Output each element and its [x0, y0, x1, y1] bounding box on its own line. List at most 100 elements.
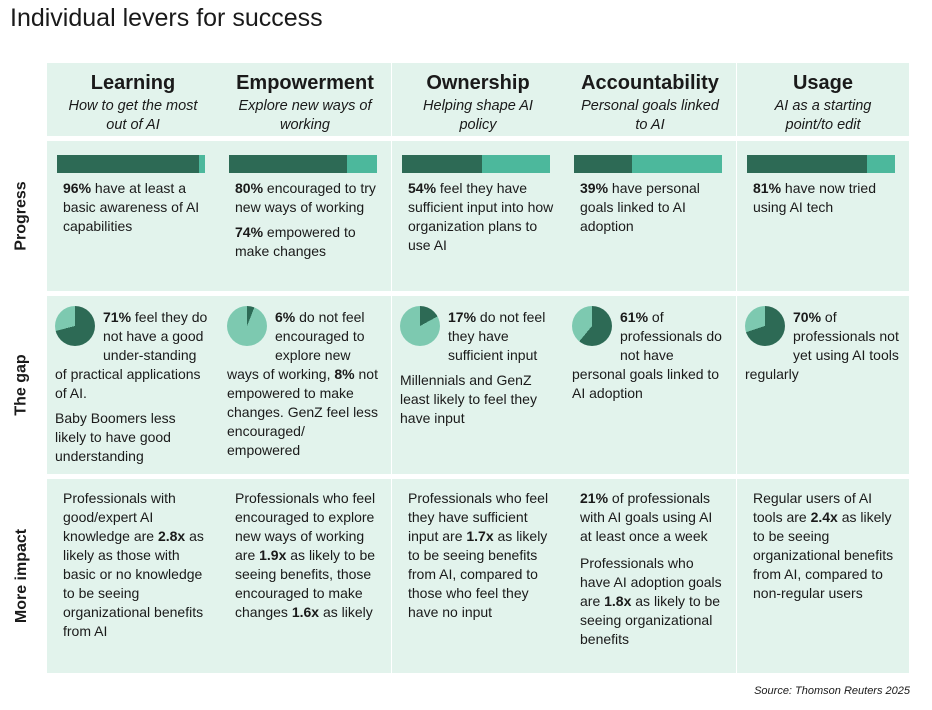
gap-stat: 6% — [275, 309, 296, 325]
impact-stat: 1.9x — [259, 547, 287, 563]
impact-text: 21% of professionals with AI goals using… — [580, 489, 726, 546]
progress-stat: 74% — [235, 224, 264, 240]
row-label-impact: More impact — [13, 528, 30, 624]
progress-desc: empowered to make changes — [235, 224, 356, 259]
column-title: Accountability — [581, 72, 719, 94]
impact-text: Professionals who have AI adoption goals… — [580, 554, 726, 649]
gap-cell: 61% of professionals do not have persona… — [564, 296, 736, 474]
impact-cell: Professionals who feel encouraged to exp… — [219, 479, 391, 673]
gap-text: 6% do not feel encouraged to explore new… — [227, 308, 381, 460]
progress-bar — [574, 155, 722, 173]
source-note: Source: Thomson Reuters 2025 — [754, 685, 910, 697]
gap-desc: do not feel encouraged to explore new wa… — [227, 309, 365, 382]
gap-cell: 6% do not feel encouraged to explore new… — [219, 296, 391, 474]
impact-cell: Professionals who feel they have suffici… — [392, 479, 564, 673]
progress-cell: 54% feel they have sufficient input into… — [392, 141, 564, 291]
impact-text: Professionals with good/expert AI knowle… — [63, 489, 209, 641]
impact-stat: 2.4x — [810, 509, 838, 525]
gap-pie-chart — [572, 306, 612, 346]
impact-desc: Professionals who feel they have suffici… — [408, 490, 549, 544]
gap-text: 61% of professionals do not have persona… — [572, 308, 726, 403]
page-title: Individual levers for success — [10, 4, 323, 32]
impact-desc-2: of professionals with AI goals using AI … — [580, 490, 713, 544]
progress-cell: 96% have at least a basic awareness of A… — [47, 141, 219, 291]
gap-desc: of professionals not yet using AI tools … — [745, 309, 899, 382]
gap-stat: 70% — [793, 309, 822, 325]
progress-desc: feel they have sufficient input into how… — [408, 180, 554, 253]
impact-stat: 21% — [580, 490, 609, 506]
progress-bar-fill — [574, 155, 632, 173]
column-subtitle: Helping shape AI policy — [423, 98, 533, 133]
gap-stat-2: 8% — [334, 366, 355, 382]
row-label-progress: Progress — [13, 181, 30, 251]
progress-stat: 54% — [408, 180, 437, 196]
column-title: Empowerment — [236, 72, 374, 94]
impact-stat: 1.8x — [604, 593, 632, 609]
gap-desc: do not feel they have sufficient input — [448, 309, 546, 363]
progress-bar — [57, 155, 205, 173]
column-header-usage: Usage AI as a starting point/to edit — [737, 63, 909, 136]
progress-bar — [229, 155, 377, 173]
column-header-accountability: Accountability Personal goals linked to A… — [564, 63, 736, 136]
gap-desc-2: not empowered to make changes. GenZ feel… — [227, 366, 378, 458]
impact-desc-2: as likely as those with basic or no know… — [63, 528, 204, 639]
gap-cell: 71% feel they do not have a good under-s… — [47, 296, 219, 474]
gap-text: 17% do not feel they have sufficient inp… — [400, 308, 554, 365]
gap-pie-chart — [400, 306, 440, 346]
gap-desc: feel they do not have a good under-stand… — [55, 309, 208, 401]
impact-desc-2: as likely to be seeing benefits, those e… — [235, 547, 376, 620]
impact-stat: 2.8x — [157, 528, 186, 544]
column-title: Usage — [792, 72, 854, 94]
progress-stat: 80% — [235, 180, 264, 196]
gap-stat: 17% — [448, 309, 477, 325]
impact-text: Regular users of AI tools are 2.4x as li… — [753, 489, 899, 603]
impact-desc: Regular users of AI tools are — [753, 490, 873, 525]
impact-desc: Professionals who feel encouraged to exp… — [235, 490, 376, 563]
impact-text: Professionals who feel they have suffici… — [408, 489, 554, 622]
impact-desc: Professionals with good/expert AI knowle… — [63, 490, 176, 544]
gap-desc: of professionals do not have personal go… — [572, 309, 722, 401]
progress-bar-fill — [57, 155, 200, 173]
impact-cell: Professionals with good/expert AI knowle… — [47, 479, 219, 673]
progress-bar-fill — [747, 155, 867, 173]
gap-cell: 17% do not feel they have sufficient inp… — [392, 296, 564, 474]
impact-desc-2: as likely to be seeing organizational be… — [580, 593, 721, 647]
row-label-gap: The gap — [13, 354, 30, 416]
progress-bar — [747, 155, 895, 173]
impact-text: Professionals who feel encouraged to exp… — [235, 489, 381, 622]
impact-cell: 21% of professionals with AI goals using… — [564, 479, 736, 673]
progress-desc: have now tried using AI tech — [753, 180, 876, 215]
column-header-empowerment: Empowerment Explore new ways of working — [219, 63, 391, 136]
column-header-learning: Learning How to get the most out of AI — [47, 63, 219, 136]
column-title: Ownership — [426, 72, 530, 94]
impact-stat-2: 1.6x — [291, 604, 320, 620]
progress-text: 74% empowered to make changes — [235, 223, 381, 261]
progress-stat: 81% — [753, 180, 782, 196]
column-subtitle: AI as a starting point/to edit — [774, 98, 872, 133]
progress-desc: have at least a basic awareness of AI ca… — [63, 180, 200, 234]
impact-desc-3: as likely — [319, 604, 373, 620]
gap-extra-text: Millennials and GenZ least likely to fee… — [400, 372, 537, 426]
column-subtitle: Explore new ways of working — [238, 98, 372, 133]
progress-desc: encouraged to try new ways of working — [235, 180, 376, 215]
progress-text: 80% encouraged to try new ways of workin… — [235, 179, 381, 217]
progress-text: 96% have at least a basic awareness of A… — [63, 179, 209, 236]
impact-desc: Professionals who have AI adoption goals… — [580, 555, 722, 609]
gap-pie-chart — [55, 306, 95, 346]
gap-cell: 70% of professionals not yet using AI to… — [737, 296, 909, 474]
progress-text: 81% have now tried using AI tech — [753, 179, 899, 217]
column-subtitle: How to get the most out of AI — [68, 98, 198, 133]
progress-stat: 39% — [580, 180, 609, 196]
column-subtitle: Personal goals linked to AI — [581, 98, 719, 133]
impact-stat: 1.7x — [466, 528, 494, 544]
impact-cell: Regular users of AI tools are 2.4x as li… — [737, 479, 909, 673]
gap-extra-text: Baby Boomers less likely to have good un… — [55, 410, 176, 464]
progress-cell: 39% have personal goals linked to AI ado… — [564, 141, 736, 291]
gap-text: 71% feel they do not have a good under-s… — [55, 308, 209, 403]
impact-desc-2: as likely to be seeing organizational be… — [753, 509, 894, 601]
impact-desc-2: as likely to be seeing benefits from AI,… — [408, 528, 548, 620]
progress-bar — [402, 155, 550, 173]
progress-bar-fill — [402, 155, 482, 173]
gap-stat: 71% — [103, 309, 132, 325]
column-title: Learning — [90, 72, 176, 94]
